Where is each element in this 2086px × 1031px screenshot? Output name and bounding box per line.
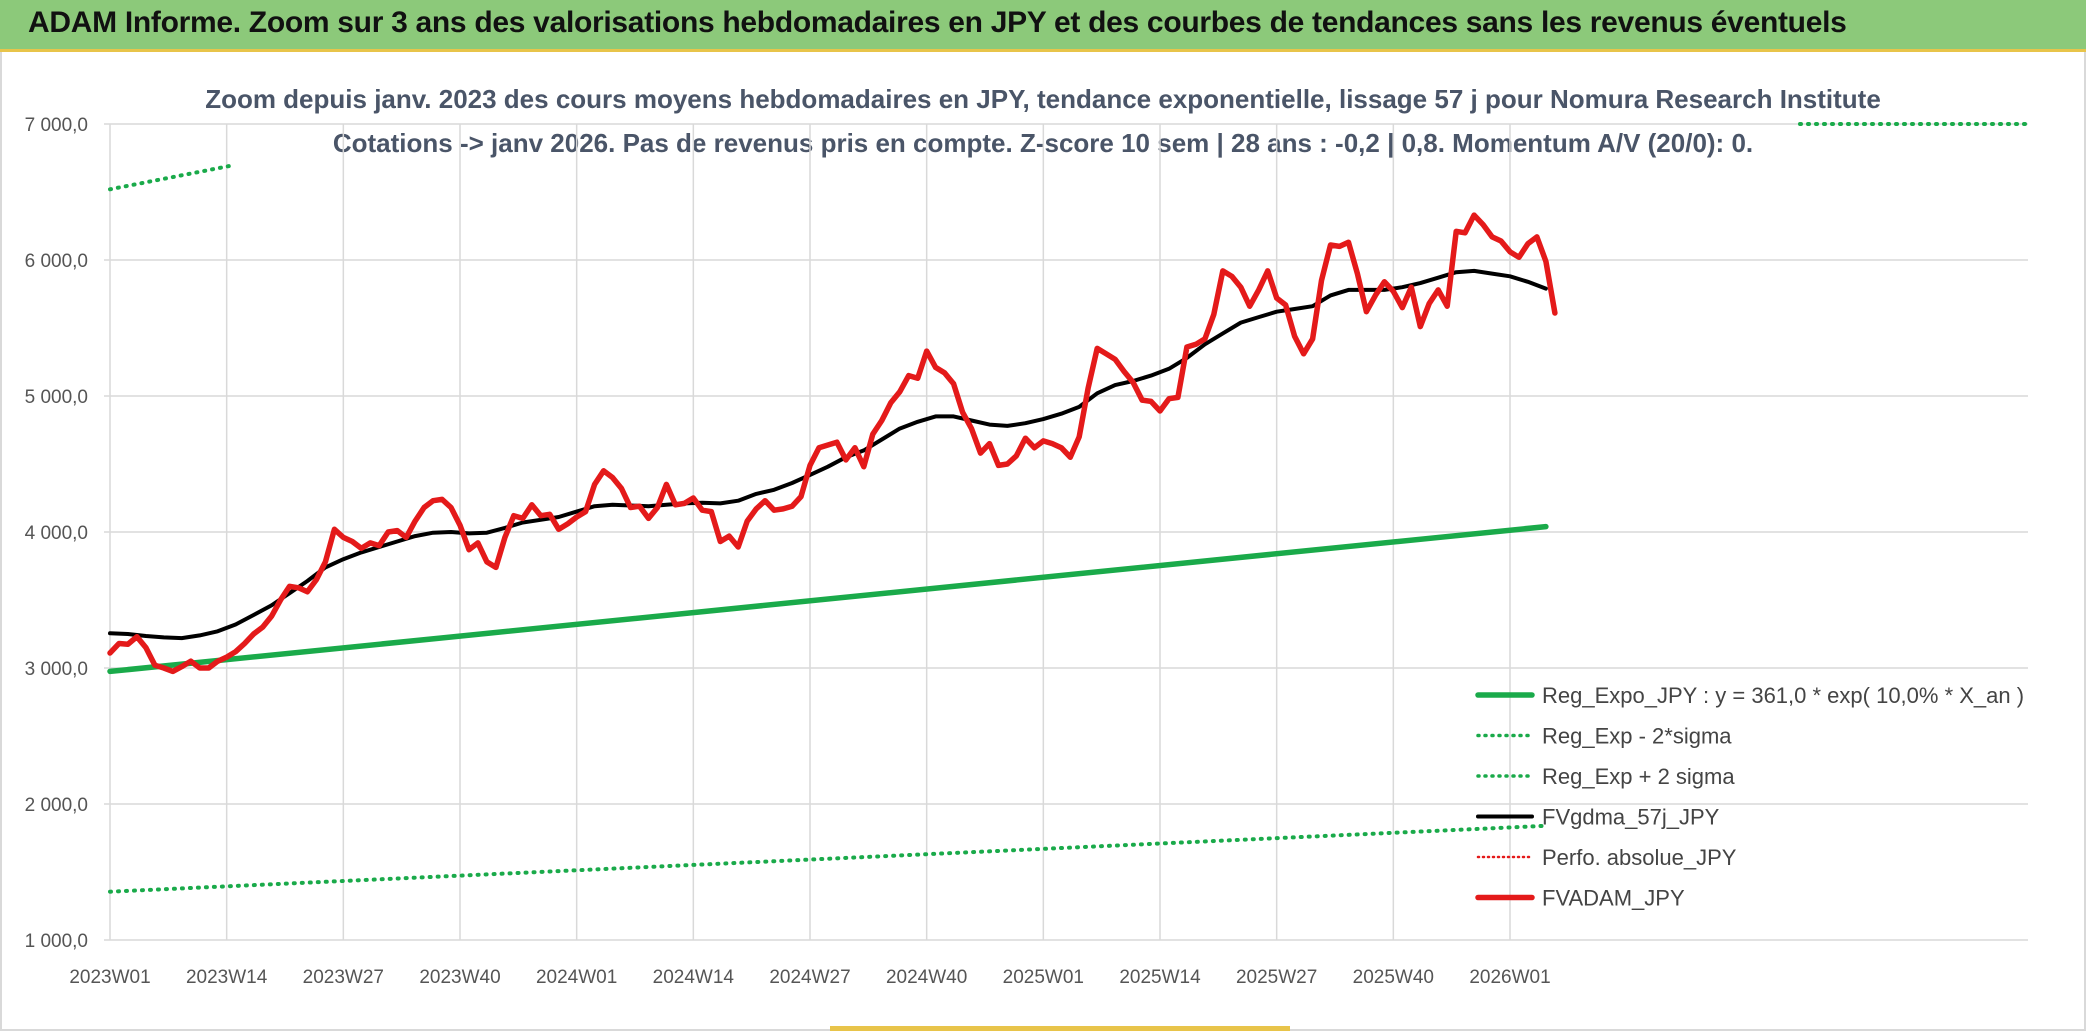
x-axis-tick-labels: 2023W01 2023W14 2023W27 2023W40 2024W01 2024W… [69, 967, 1550, 988]
report-title: ADAM Informe. Zoom sur 3 ans des valoris… [28, 6, 1847, 39]
y-tick-label: 4 000,0 [25, 523, 88, 544]
x-tick-label: 2023W01 [69, 967, 150, 988]
legend-entry: Reg_Expo_JPY : y = 361,0 * exp( 10,0% * … [1542, 683, 2024, 708]
legend: Reg_Expo_JPY : y = 361,0 * exp( 10,0% * … [1475, 683, 2024, 911]
x-tick-label: 2023W14 [186, 967, 268, 988]
x-tick-label: 2024W01 [536, 967, 617, 988]
x-tick-label: 2026W01 [1469, 967, 1550, 988]
y-tick-label: 1 000,0 [25, 931, 88, 952]
legend-entry: Reg_Exp + 2 sigma [1542, 764, 1735, 789]
x-tick-label: 2025W27 [1236, 967, 1317, 988]
x-tick-label: 2024W27 [769, 967, 850, 988]
chart-title-line-1: Zoom depuis janv. 2023 des cours moyens … [205, 84, 1881, 114]
x-tick-label: 2023W27 [303, 967, 384, 988]
series-line-3 [108, 268, 1548, 641]
y-tick-label: 3 000,0 [25, 659, 88, 680]
series-line-5 [107, 212, 1558, 675]
series-lines [107, 122, 2030, 894]
x-tick-label: 2025W14 [1119, 967, 1201, 988]
report-banner: ADAM Informe. Zoom sur 3 ans des valoris… [0, 0, 2086, 52]
grid-lines [104, 123, 2028, 941]
legend-entry: Perfo. absolue_JPY [1542, 845, 1737, 870]
y-tick-label: 6 000,0 [25, 251, 88, 272]
y-tick-label: 2 000,0 [25, 795, 88, 816]
x-tick-label: 2024W14 [653, 967, 735, 988]
x-tick-label: 2025W40 [1353, 967, 1434, 988]
series-line-0 [107, 523, 1549, 675]
x-tick-label: 2024W40 [886, 967, 967, 988]
y-tick-label: 7 000,0 [25, 115, 88, 136]
legend-entry: FVADAM_JPY [1542, 886, 1685, 911]
series-line-2 [108, 162, 238, 192]
x-tick-label: 2025W01 [1003, 967, 1084, 988]
y-tick-label: 5 000,0 [25, 387, 88, 408]
legend-entry: FVgdma_57j_JPY [1542, 805, 1720, 830]
legend-entry: Reg_Exp - 2*sigma [1542, 724, 1732, 749]
x-tick-label: 2023W40 [419, 967, 500, 988]
series-line-1 [108, 823, 1548, 894]
bottom-accent-bar [830, 1026, 1290, 1031]
y-axis-tick-labels: 1 000,0 2 000,0 3 000,0 4 000,0 5 000,0 6 000… [25, 115, 88, 952]
